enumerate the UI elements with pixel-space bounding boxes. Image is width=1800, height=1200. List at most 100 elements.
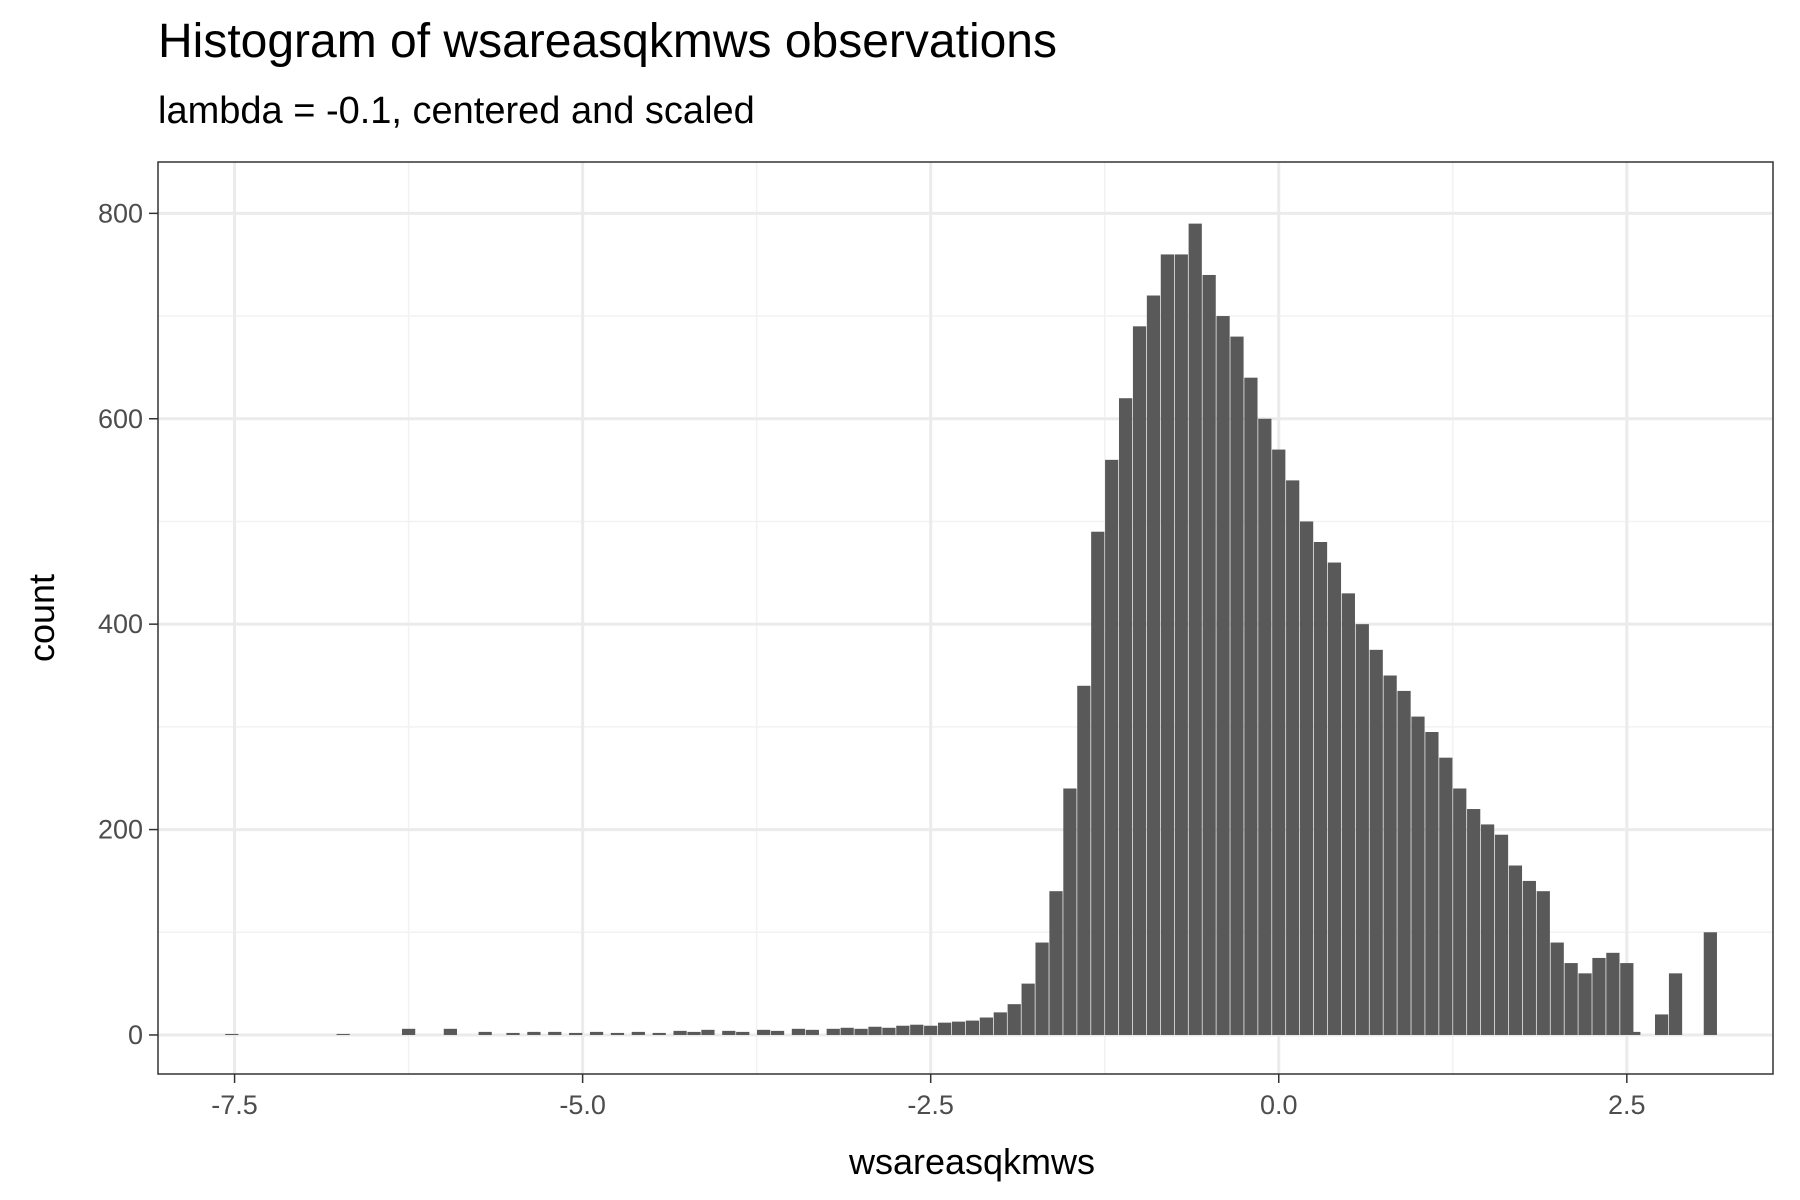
histogram-bar xyxy=(1703,932,1717,1035)
histogram-bar xyxy=(1188,223,1202,1035)
histogram-bar xyxy=(401,1028,416,1035)
plot-panel-border xyxy=(157,161,1774,1075)
histogram-bar xyxy=(589,1031,604,1035)
histogram-bar xyxy=(924,1025,938,1035)
histogram-bar xyxy=(1453,788,1467,1035)
histogram-bar xyxy=(1550,942,1564,1035)
histogram-bar xyxy=(1272,449,1286,1035)
histogram-bar xyxy=(1299,521,1314,1035)
histogram-bar xyxy=(548,1031,562,1035)
histogram-bar xyxy=(951,1021,966,1035)
histogram-bar xyxy=(1341,593,1355,1035)
x-tick-label: -5.0 xyxy=(559,1090,606,1120)
histogram-bar xyxy=(631,1031,645,1035)
histogram-bar xyxy=(1327,562,1342,1035)
chart-subtitle: lambda = -0.1, centered and scaled xyxy=(158,90,755,132)
histogram-bar xyxy=(791,1028,806,1035)
histogram-bar xyxy=(610,1032,625,1035)
histogram-bar xyxy=(1216,316,1230,1035)
histogram-bar xyxy=(1578,973,1592,1035)
histogram-bar xyxy=(1564,963,1578,1035)
histogram-bar xyxy=(1146,295,1161,1035)
histogram-bar xyxy=(1313,542,1328,1035)
histogram-bar xyxy=(1035,942,1049,1035)
chart-title: Histogram of wsareasqkmws observations xyxy=(158,15,1057,68)
histogram-bars xyxy=(225,223,1717,1035)
histogram-bar xyxy=(868,1026,882,1035)
histogram-bar xyxy=(965,1020,980,1035)
histogram-bar xyxy=(1132,326,1147,1035)
histogram-bar xyxy=(1383,675,1397,1035)
x-tick-label: -7.5 xyxy=(211,1090,258,1120)
histogram-bar xyxy=(652,1032,666,1035)
histogram-bar xyxy=(1655,1014,1669,1035)
histogram-bar xyxy=(736,1031,750,1035)
histogram-bar xyxy=(1620,963,1634,1035)
y-tick-label: 200 xyxy=(98,815,143,845)
histogram-bar xyxy=(1606,952,1620,1035)
histogram-bar xyxy=(1494,834,1509,1035)
histogram-bar xyxy=(1286,480,1300,1035)
histogram-bar xyxy=(826,1028,840,1035)
histogram-bar xyxy=(1105,459,1119,1035)
histogram-bar xyxy=(527,1031,541,1035)
histogram-bar xyxy=(1063,788,1077,1035)
histogram-bar xyxy=(443,1028,457,1035)
histogram-bar xyxy=(896,1025,910,1035)
histogram-bar xyxy=(1202,274,1216,1035)
histogram-bar xyxy=(840,1027,854,1035)
histogram-bar xyxy=(938,1022,952,1035)
histogram-bar xyxy=(1397,690,1411,1035)
histogram-bar xyxy=(854,1028,868,1035)
histogram-bar xyxy=(757,1029,771,1035)
histogram-bar xyxy=(1508,865,1523,1035)
histogram-bar xyxy=(1467,809,1481,1035)
histogram-bar xyxy=(478,1031,492,1035)
histogram-bar xyxy=(1411,716,1425,1035)
histogram-bar xyxy=(1118,398,1133,1035)
histogram-bar xyxy=(882,1027,896,1035)
histogram-bar xyxy=(1522,880,1536,1035)
x-tick-label: -2.5 xyxy=(907,1090,954,1120)
x-tick-label: 2.5 xyxy=(1608,1090,1646,1120)
histogram-bar xyxy=(1355,624,1369,1035)
histogram-bar xyxy=(1174,254,1188,1035)
histogram-bar xyxy=(1230,336,1244,1035)
histogram-bar xyxy=(225,1033,239,1035)
histogram-bar xyxy=(673,1030,687,1035)
histogram-bar xyxy=(993,1012,1007,1035)
histogram-bar xyxy=(1091,531,1105,1035)
histogram-bar xyxy=(910,1024,924,1035)
x-axis-title: wsareasqkmws xyxy=(848,1141,1095,1182)
histogram-bar xyxy=(1439,757,1453,1035)
histogram-bar xyxy=(770,1030,785,1035)
histogram-bar xyxy=(1592,957,1606,1035)
histogram-bar xyxy=(1668,973,1683,1035)
histogram-bar xyxy=(569,1032,583,1035)
axes: -7.5 -5.0 -2.5 0.0 2.5 0 200 400 600 800 xyxy=(98,198,1646,1120)
histogram-bar xyxy=(506,1032,520,1035)
histogram-bar xyxy=(336,1033,350,1035)
y-tick-label: 800 xyxy=(98,198,143,228)
histogram-bar xyxy=(687,1031,701,1035)
histogram-bar xyxy=(979,1017,993,1035)
histogram-bar xyxy=(1425,732,1439,1035)
histogram-bar xyxy=(1627,1031,1641,1035)
x-tick-label: 0.0 xyxy=(1260,1090,1298,1120)
histogram-bar xyxy=(1480,824,1495,1035)
histogram-bar xyxy=(701,1029,715,1035)
histogram-bar xyxy=(1536,891,1550,1035)
histogram-bar xyxy=(1258,418,1272,1035)
histogram-bar xyxy=(1049,891,1063,1035)
histogram-bar xyxy=(1160,254,1174,1035)
y-tick-label: 400 xyxy=(98,609,143,639)
histogram-bar xyxy=(1021,983,1035,1035)
histogram-bar xyxy=(1369,649,1383,1035)
histogram-bar xyxy=(1007,1004,1021,1035)
histogram-bar xyxy=(1077,685,1091,1035)
histogram-bar xyxy=(805,1029,819,1035)
histogram-bar xyxy=(722,1030,736,1035)
y-tick-label: 600 xyxy=(98,404,143,434)
y-axis-title: count xyxy=(21,574,62,662)
